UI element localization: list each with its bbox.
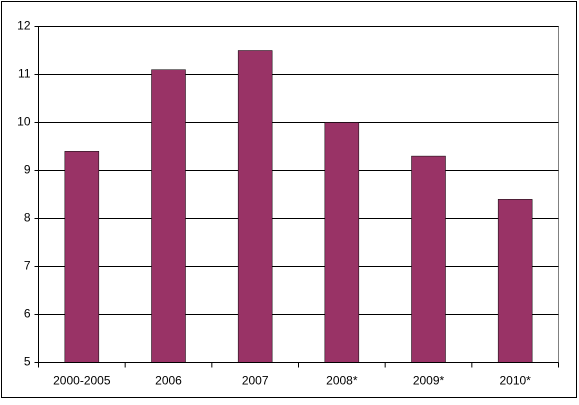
- x-tick-label: 2009*: [413, 374, 445, 388]
- y-tick-label: 12: [17, 19, 31, 33]
- y-tick-label: 6: [24, 307, 31, 321]
- bar: [151, 69, 186, 363]
- bar: [64, 151, 100, 363]
- bar: [324, 122, 360, 363]
- y-tick-label: 11: [18, 67, 31, 81]
- y-tick-label: 9: [24, 163, 31, 177]
- bar: [237, 50, 273, 363]
- bar: [497, 199, 533, 363]
- y-tick-label: 8: [24, 211, 31, 225]
- x-tick-label: 2008*: [326, 374, 358, 388]
- y-tick-label: 7: [24, 259, 31, 273]
- x-tick-label: 2007: [242, 374, 269, 388]
- plot-area: [38, 26, 559, 363]
- x-tick-label: 2010*: [499, 374, 531, 388]
- bar: [411, 155, 446, 363]
- x-tick-label: 2006: [155, 374, 182, 388]
- y-tick-label: 10: [17, 115, 31, 129]
- x-tick-label: 2000-2005: [53, 374, 111, 388]
- y-tick-label: 5: [24, 355, 31, 369]
